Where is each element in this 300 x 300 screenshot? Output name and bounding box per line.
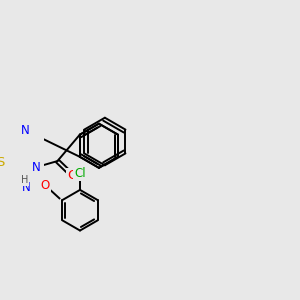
Text: N: N (22, 181, 31, 194)
Text: S: S (0, 156, 5, 169)
Text: Cl: Cl (74, 167, 86, 180)
Text: O: O (40, 179, 50, 192)
Text: H: H (21, 175, 28, 185)
Text: N: N (21, 124, 30, 137)
Text: O: O (67, 169, 77, 182)
Text: N: N (32, 161, 40, 174)
